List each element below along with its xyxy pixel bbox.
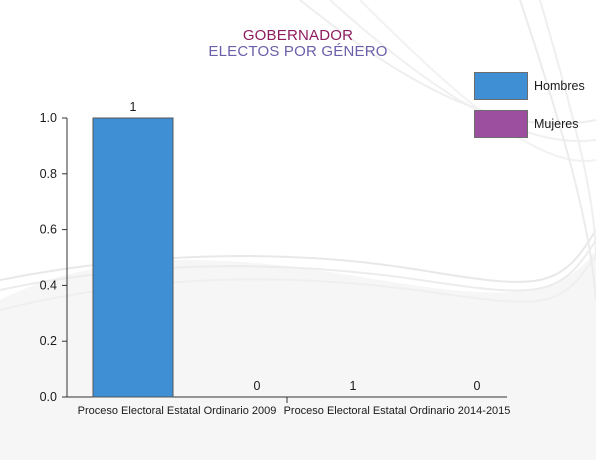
y-tick-label: 0.8 (40, 167, 57, 181)
chart-bars (92, 117, 174, 398)
y-tick-label: 0.2 (40, 334, 57, 348)
bar-hombres-0 (92, 117, 174, 398)
data-label: 1 (350, 379, 357, 393)
y-tick-label: 0.4 (40, 278, 57, 292)
data-label: 0 (474, 379, 481, 393)
chart-subtitle: ELECTOS POR GÉNERO (208, 43, 388, 60)
y-tick-label: 1.0 (40, 111, 57, 125)
legend-swatch-hombres (474, 72, 528, 100)
y-tick-label: 0.0 (40, 390, 57, 404)
legend-item-hombres: Hombres (474, 72, 585, 100)
legend-label-mujeres: Mujeres (534, 117, 579, 131)
x-tick-label: Proceso Electoral Estatal Ordinario 2014… (284, 405, 511, 417)
y-tick-label: 0.6 (40, 223, 57, 237)
chart-title: GOBERNADOR (242, 27, 354, 44)
data-label: 1 (130, 100, 137, 114)
legend-item-mujeres: Mujeres (474, 110, 578, 138)
legend-swatch-mujeres (474, 110, 528, 138)
data-label: 0 (254, 379, 261, 393)
legend-label-hombres: Hombres (534, 79, 585, 93)
x-tick-label: Proceso Electoral Estatal Ordinario 2009 (78, 405, 277, 417)
chart-labels: 0.0 0.2 0.4 0.6 0.8 1.0 1 0 Proceso Electoral Es… (40, 100, 511, 417)
